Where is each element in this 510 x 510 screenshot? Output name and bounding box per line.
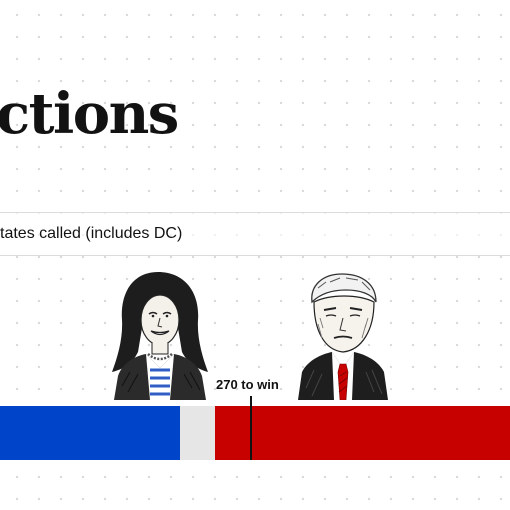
threshold-line	[250, 396, 252, 460]
trump-portrait-icon	[298, 273, 388, 400]
states-called-text: tates called (includes DC)	[0, 225, 183, 242]
page-title: ctions	[0, 81, 179, 147]
electoral-vote-bar	[0, 406, 510, 460]
democrat-bar-segment	[0, 406, 180, 460]
states-called-strip: tates called (includes DC)	[0, 212, 510, 256]
republican-bar-segment	[215, 406, 510, 460]
threshold-label: 270 to win	[216, 377, 279, 392]
uncalled-bar-segment	[180, 406, 215, 460]
harris-portrait-icon	[112, 272, 208, 400]
